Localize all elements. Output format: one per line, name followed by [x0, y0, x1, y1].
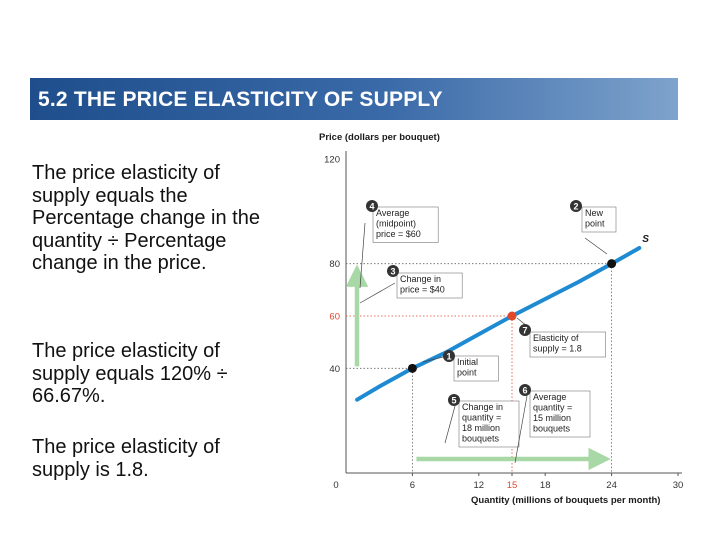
callout-badge-2 — [570, 200, 582, 212]
callout-number-7: 7 — [522, 326, 527, 336]
callout-text-4-2: (midpoint) — [376, 219, 416, 229]
callout-text-3-1: Change in — [400, 274, 441, 284]
initial-point-marker — [407, 363, 417, 373]
callout-box-1 — [453, 355, 499, 382]
x-tick-label-24: 24 — [606, 480, 617, 491]
y-tick-label-80: 80 — [329, 259, 340, 270]
callout-text-6-1: Average — [533, 392, 566, 402]
callout-text-4-3: price = $60 — [376, 229, 421, 239]
y-tick-label-40: 40 — [329, 364, 340, 375]
supply-chart: Price (dollars per bouquet) Quantity (mil… — [305, 128, 695, 510]
callout-text-1-2: point — [457, 368, 477, 378]
y-axis-label: Price (dollars per bouquet) — [319, 132, 440, 143]
callout-text-5-1: Change in — [462, 402, 503, 412]
callout-text-1-1: Initial — [457, 357, 478, 367]
x-tick-label-30: 30 — [673, 480, 684, 491]
callout-badge-6 — [519, 384, 531, 396]
callout-box-4 — [372, 206, 439, 243]
callout-number-3: 3 — [390, 267, 395, 277]
callout-box-2 — [581, 206, 617, 233]
callout-badge-5 — [448, 394, 460, 406]
leader-line-4 — [359, 222, 366, 289]
chart-svg: Price (dollars per bouquet) Quantity (mil… — [319, 132, 684, 506]
paragraph-calculation: The price elasticity of supply equals 12… — [32, 340, 228, 407]
leader-line-3 — [359, 282, 396, 304]
callout-box-5 — [458, 400, 520, 448]
x-tick-label-0: 0 — [333, 480, 338, 491]
callout-number-2: 2 — [573, 202, 578, 212]
midpoint-marker — [507, 311, 517, 321]
callout-badge-3 — [387, 265, 399, 277]
y-tick-label-60: 60 — [329, 312, 340, 323]
callout-text-7-2: supply = 1.8 — [533, 344, 582, 354]
callout-badge-4 — [366, 200, 378, 212]
callout-box-3 — [396, 272, 463, 299]
callout-number-5: 5 — [451, 396, 456, 406]
supply-curve — [355, 246, 642, 402]
callout-box-6 — [529, 390, 591, 438]
supply-curve-label: S — [642, 234, 649, 245]
y-tick-label-120: 120 — [324, 155, 340, 166]
paragraph-result: The price elasticity of supply is 1.8. — [32, 436, 220, 481]
x-tick-label-12: 12 — [474, 480, 485, 491]
callout-number-1: 1 — [446, 352, 451, 362]
leader-line-6 — [514, 395, 528, 464]
callout-box-7 — [529, 331, 606, 358]
x-axis-label: Quantity (millions of bouquets per month… — [471, 495, 660, 506]
slide-title: 5.2 THE PRICE ELASTICITY OF SUPPLY — [38, 88, 443, 111]
slide-title-bar: 5.2 THE PRICE ELASTICITY OF SUPPLY — [30, 78, 678, 120]
callout-text-4-1: Average — [376, 208, 409, 218]
callout-number-6: 6 — [522, 386, 527, 396]
callout-badge-7 — [519, 324, 531, 336]
callout-badge-1 — [443, 350, 455, 362]
callout-text-6-4: bouquets — [533, 424, 571, 434]
callout-text-5-2: quantity = — [462, 413, 501, 423]
x-tick-label-18: 18 — [540, 480, 551, 491]
paragraph-definition: The price elasticity of supply equals th… — [32, 162, 260, 274]
callout-text-5-3: 18 million — [462, 423, 500, 433]
callout-text-2-2: point — [585, 219, 605, 229]
leader-line-1 — [422, 355, 448, 363]
callout-text-6-3: 15 million — [533, 413, 571, 423]
new-point-marker — [607, 259, 617, 269]
callout-text-6-2: quantity = — [533, 403, 572, 413]
leader-line-2 — [584, 237, 608, 255]
callout-text-2-1: New — [585, 208, 604, 218]
callout-text-3-2: price = $40 — [400, 285, 445, 295]
callout-number-4: 4 — [369, 202, 374, 212]
x-tick-label-6: 6 — [410, 480, 415, 491]
callout-text-5-4: bouquets — [462, 434, 500, 444]
leader-line-5 — [444, 405, 456, 444]
x-tick-label-15: 15 — [507, 480, 518, 491]
callout-text-7-1: Elasticity of — [533, 333, 579, 343]
